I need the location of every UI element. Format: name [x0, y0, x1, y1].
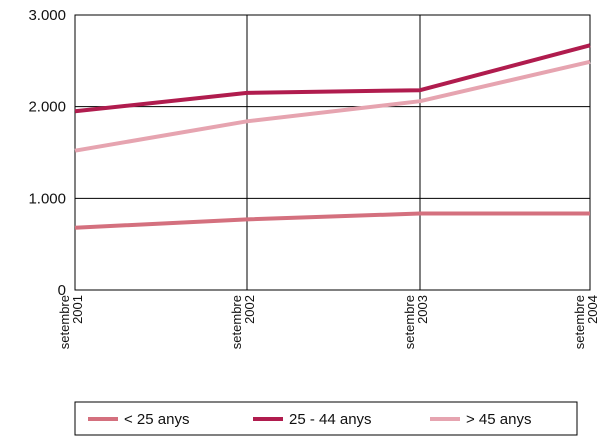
series-lines [74, 43, 591, 230]
series-line-3 [74, 59, 591, 153]
series-line-2 [74, 43, 591, 114]
y-tick-label: 3.000 [28, 7, 66, 24]
legend: < 25 anys 25 - 44 anys > 45 anys [74, 401, 578, 436]
y-tick-label: 0 [58, 282, 66, 299]
x-tick-label-line: setembre [402, 295, 417, 349]
x-tick-label-line: setembre [229, 295, 244, 349]
x-tick-label-line: 2003 [415, 295, 430, 324]
legend-label: > 45 anys [466, 411, 531, 428]
y-tick-label: 2.000 [28, 99, 66, 116]
legend-label: < 25 anys [124, 411, 189, 428]
plot-border [74, 14, 591, 291]
grid [74, 14, 591, 291]
x-tick-label-line: setembre [57, 295, 72, 349]
x-tick-label-line: setembre [572, 295, 587, 349]
y-tick-label: 1.000 [28, 190, 66, 207]
x-tick-label-line: 2002 [242, 295, 257, 324]
legend-box [74, 401, 578, 436]
y-axis: 0 1.000 2.000 3.000 [28, 7, 66, 299]
x-tick-label-line: 2004 [585, 295, 600, 324]
series-line-1 [74, 211, 590, 230]
legend-label: 25 - 44 anys [289, 411, 372, 428]
x-tick-label-line: 2001 [70, 295, 85, 324]
plot-area [74, 14, 591, 291]
